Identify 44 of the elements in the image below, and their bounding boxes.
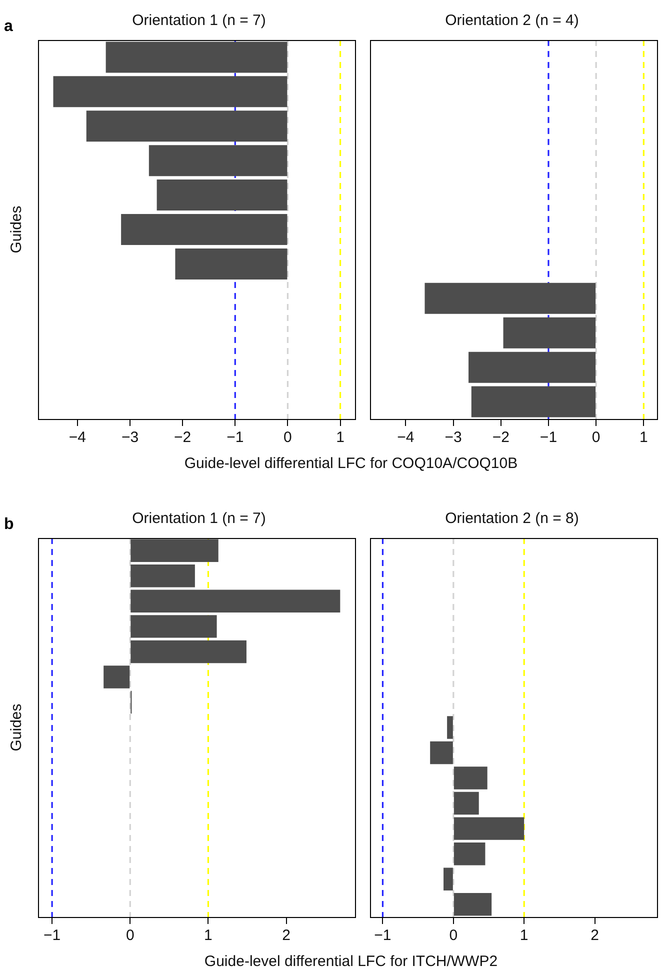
chart-title: Orientation 2 (n = 4) [444,12,580,29]
x-tick-label: −4 [397,429,414,446]
bar [130,615,217,638]
x-tick-label: 0 [126,927,134,944]
x-tick-label: 1 [336,429,344,446]
bar [130,539,218,562]
bar [454,842,486,866]
chart-title: Orientation 1 (n = 7) [132,510,266,527]
x-tick-label: −2 [492,429,510,446]
bar [104,666,130,688]
x-tick-label: −3 [121,429,139,446]
chart-title: Orientation 1 (n = 7) [132,12,266,29]
x-tick-label: 2 [282,927,290,944]
x-tick-label: −1 [374,927,392,944]
x-axis-title: Guide-level differential LFC for COQ10A/COQ10B [183,455,519,472]
x-tick-label: 2 [590,927,599,944]
bar [430,741,453,764]
bar [454,817,524,840]
chart-title: Orientation 2 (n = 8) [444,510,580,527]
bar [130,590,340,613]
bar [444,868,453,890]
x-tick-label: −1 [226,429,244,446]
bar [447,716,453,739]
x-tick-label: 1 [204,927,212,944]
bar [130,640,246,664]
x-tick-label: −1 [44,927,61,944]
text: a [4,18,13,36]
x-tick-label: −1 [540,429,558,446]
x-tick-label: 0 [449,927,458,944]
x-tick-label: 1 [640,429,648,446]
x-tick-label: −4 [68,429,86,446]
x-tick-label: 0 [284,429,292,446]
x-tick-label: −3 [444,429,462,446]
text: b [4,516,14,534]
x-tick-label: −2 [174,429,192,446]
bar [454,792,479,815]
y-axis-title: Guides [8,206,26,254]
x-axis-title: Guide-level differential LFC for ITCH/WWP2 [203,953,499,970]
bar [130,564,195,588]
y-axis-title: Guides [8,704,26,752]
x-tick-label: 0 [592,429,600,446]
bar [454,892,492,916]
bar [454,766,488,790]
x-tick-label: 1 [520,927,528,944]
